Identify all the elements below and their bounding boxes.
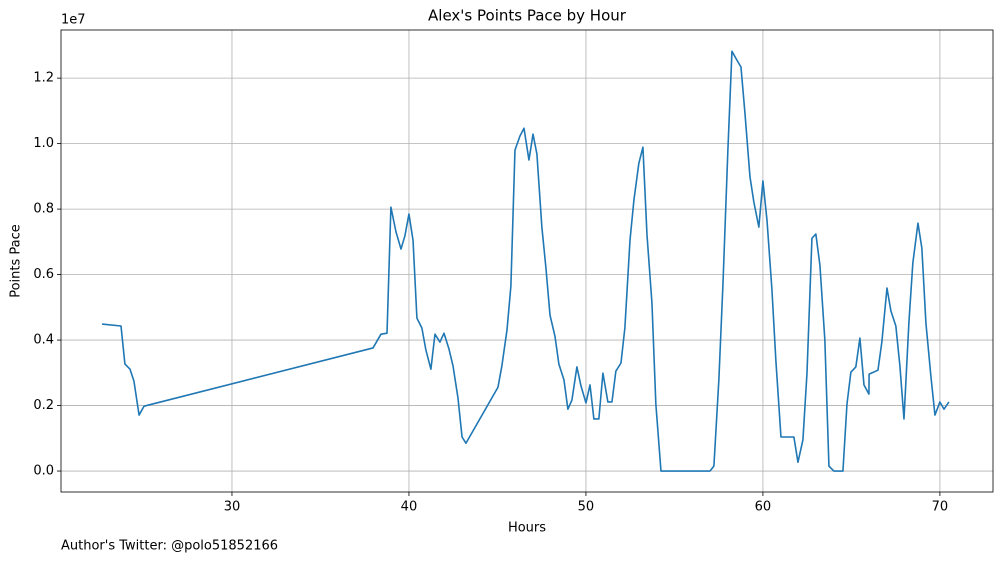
x-tick-label: 30 xyxy=(224,500,241,515)
y-tick-label: 0.6 xyxy=(33,267,54,282)
y-scale-label: 1e7 xyxy=(61,13,86,28)
x-tick-label: 60 xyxy=(755,500,772,515)
plot-frame xyxy=(60,29,994,493)
y-tick-label: 0.2 xyxy=(33,398,54,413)
chart-title: Alex's Points Pace by Hour xyxy=(428,7,627,25)
y-tick-label: 1.0 xyxy=(33,136,54,151)
x-tick-label: 40 xyxy=(401,500,418,515)
footer: Author's Twitter: @polo51852166 xyxy=(61,539,278,554)
x-tick-label: 70 xyxy=(932,500,949,515)
y-tick-label: 0.8 xyxy=(33,202,54,217)
y-tick-label: 1.2 xyxy=(33,71,54,86)
x-tick-label: 50 xyxy=(578,500,595,515)
data-line xyxy=(101,50,950,472)
y-axis-label: Points Pace xyxy=(9,224,24,298)
y-tick-label: 0.0 xyxy=(33,464,54,479)
y-tick-label: 0.4 xyxy=(33,333,54,348)
x-axis-label: Hours xyxy=(508,521,546,536)
